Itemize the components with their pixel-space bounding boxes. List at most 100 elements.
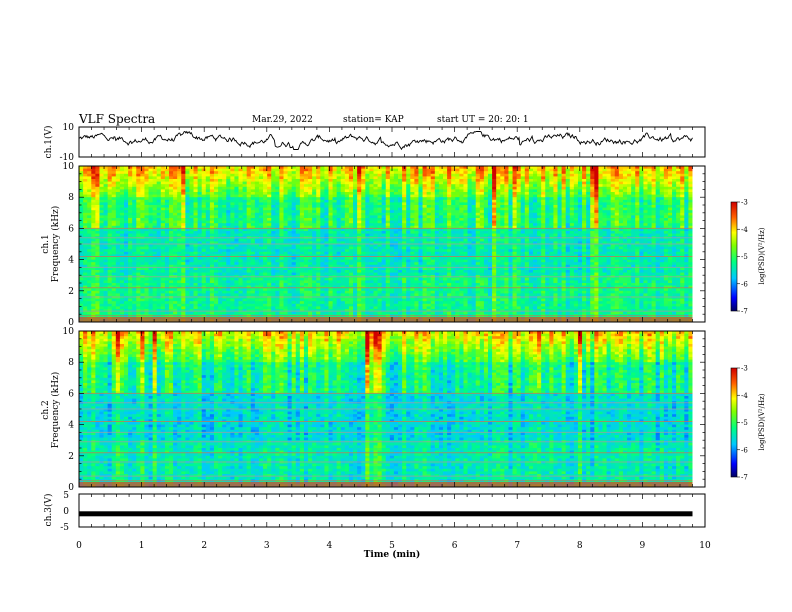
- spectrogram-cell: [660, 239, 664, 242]
- spectrogram-cell: [517, 171, 521, 174]
- spectrogram-cell: [627, 213, 631, 216]
- spectrogram-cell: [153, 176, 157, 179]
- spectrogram-cell: [566, 195, 570, 198]
- spectrogram-cell: [185, 247, 189, 250]
- spectrogram-cell: [99, 192, 103, 195]
- spectrogram-cell: [402, 223, 406, 226]
- spectrogram-cell: [316, 215, 320, 218]
- spectrogram-cell: [259, 200, 263, 203]
- spectrogram-cell: [369, 176, 373, 179]
- spectrogram-cell: [169, 189, 173, 192]
- spectrogram-cell: [508, 189, 512, 192]
- spectrogram-cell: [586, 182, 590, 185]
- spectrogram-cell: [239, 239, 243, 242]
- spectrogram-cell: [324, 200, 328, 203]
- spectrogram-cell: [173, 195, 177, 198]
- spectrogram-cell: [562, 171, 566, 174]
- spectrogram-cell: [517, 247, 521, 250]
- spectrogram-cell: [185, 231, 189, 234]
- spectrogram-cell: [263, 208, 267, 211]
- spectrogram-cell: [541, 247, 545, 250]
- spectrogram-cell: [525, 184, 529, 187]
- spectrogram-cell: [635, 197, 639, 200]
- spectrogram-cell: [468, 208, 472, 211]
- spectrogram-cell: [95, 200, 99, 203]
- spectrogram-cell: [255, 176, 259, 179]
- spectrogram-cell: [194, 205, 198, 208]
- spectrogram-cell: [153, 182, 157, 185]
- spectrogram-cell: [116, 192, 120, 195]
- spectrogram-cell: [656, 182, 660, 185]
- spectrogram-cell: [157, 182, 161, 185]
- spectrogram-cell: [230, 205, 234, 208]
- spectrogram-cell: [337, 169, 341, 172]
- spectrogram-cell: [214, 182, 218, 185]
- spectrogram-cell: [243, 223, 247, 226]
- spectrogram-cell: [124, 184, 128, 187]
- spectrogram-cell: [607, 213, 611, 216]
- spectrogram-cell: [83, 213, 87, 216]
- spectrogram-cell: [496, 247, 500, 250]
- spectrogram-cell: [263, 174, 267, 177]
- spectrogram-cell: [582, 176, 586, 179]
- spectrogram-cell: [263, 221, 267, 224]
- spectrogram-cell: [635, 200, 639, 203]
- spectrogram-cell: [149, 213, 153, 216]
- spectrogram-cell: [414, 223, 418, 226]
- spectrogram-cell: [643, 189, 647, 192]
- spectrogram-cell: [99, 182, 103, 185]
- spectrogram-cell: [292, 200, 296, 203]
- spectrogram-cell: [108, 171, 112, 174]
- spectrogram-cell: [418, 182, 422, 185]
- spectrogram-cell: [533, 174, 537, 177]
- spectrogram-cell: [574, 234, 578, 237]
- spectrogram-cell: [283, 195, 287, 198]
- spectrogram-cell: [459, 218, 463, 221]
- spectrogram-cell: [447, 210, 451, 213]
- spectrogram-cell: [468, 189, 472, 192]
- spectrogram-cell: [680, 218, 684, 221]
- spectrogram-cell: [140, 200, 144, 203]
- spectrogram-cell: [263, 195, 267, 198]
- spectrogram-cell: [345, 202, 349, 205]
- spectrogram-cell: [443, 208, 447, 211]
- spectrogram-cell: [320, 231, 324, 234]
- spectrogram-cell: [463, 239, 467, 242]
- spectrogram-cell: [492, 169, 496, 172]
- spectrogram-cell: [513, 189, 517, 192]
- spectrogram-cell: [468, 205, 472, 208]
- spectrogram-cell: [631, 171, 635, 174]
- spectrogram-cell: [447, 234, 451, 237]
- spectrogram-cell: [406, 215, 410, 218]
- spectrogram-cell: [410, 192, 414, 195]
- spectrogram-cell: [349, 192, 353, 195]
- spectrogram-cell: [181, 239, 185, 242]
- spectrogram-cell: [296, 249, 300, 252]
- spectrogram-cell: [296, 205, 300, 208]
- spectrogram-cell: [631, 184, 635, 187]
- spectrogram-cell: [308, 202, 312, 205]
- spectrogram-cell: [353, 192, 357, 195]
- spectrogram-cell: [672, 184, 676, 187]
- spectrogram-cell: [427, 195, 431, 198]
- spectrogram-cell: [484, 200, 488, 203]
- spectrogram-cell: [607, 187, 611, 190]
- spectrogram-cell: [639, 179, 643, 182]
- spectrogram-cell: [283, 179, 287, 182]
- spectrogram-cell: [513, 169, 517, 172]
- spectrogram-cell: [619, 197, 623, 200]
- spectrogram-cell: [361, 223, 365, 226]
- spectrogram-cell: [316, 189, 320, 192]
- spectrogram-cell: [87, 234, 91, 237]
- spectrogram-cell: [292, 187, 296, 190]
- spectrogram-cell: [222, 176, 226, 179]
- spectrogram-cell: [140, 221, 144, 224]
- spectrogram-cell: [488, 202, 492, 205]
- spectrogram-cell: [198, 182, 202, 185]
- spectrogram-cell: [259, 197, 263, 200]
- spectrogram-cell: [353, 205, 357, 208]
- spectrogram-cell: [431, 202, 435, 205]
- spectrogram-cell: [386, 208, 390, 211]
- spectrogram-cell: [112, 223, 116, 226]
- spectrogram-cell: [525, 223, 529, 226]
